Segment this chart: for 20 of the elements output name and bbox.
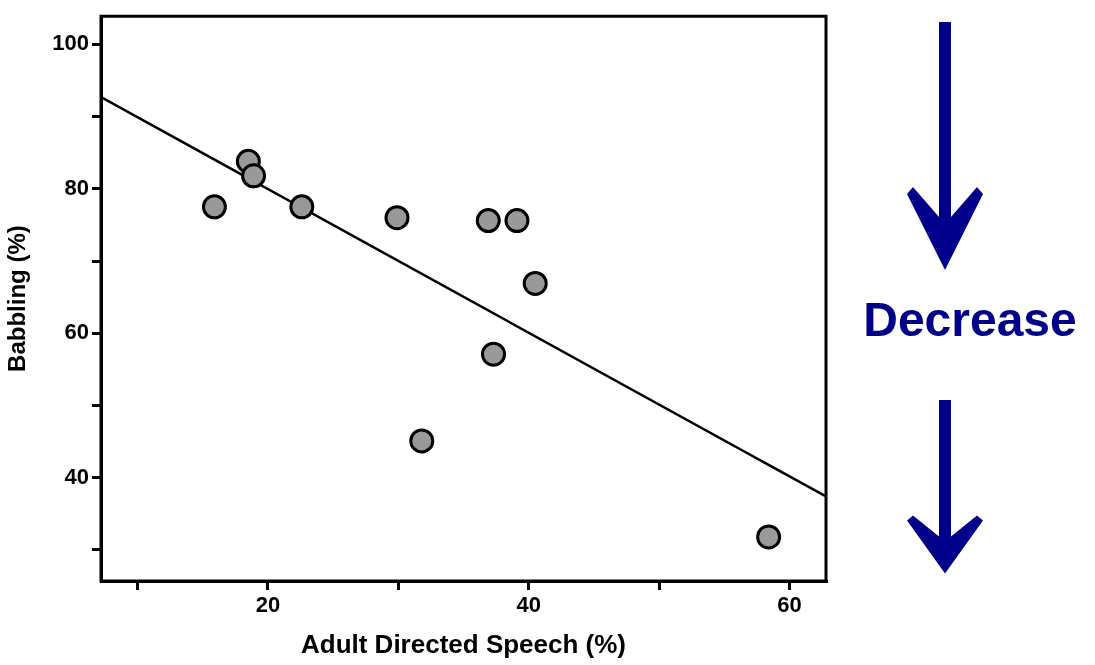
point bbox=[504, 208, 530, 234]
text: Decrease bbox=[862, 292, 1078, 347]
x-axis-title: Adult Directed Speech (%) bbox=[300, 628, 627, 659]
point bbox=[522, 270, 548, 296]
point bbox=[475, 208, 501, 234]
y-axis-title: Babbling (%) bbox=[3, 225, 31, 372]
x-tick-label: 20 bbox=[255, 592, 281, 618]
point bbox=[289, 194, 315, 220]
y-tick-label: 40 bbox=[64, 463, 89, 489]
point bbox=[384, 205, 410, 231]
y-tick-label: 60 bbox=[64, 319, 89, 345]
point bbox=[409, 428, 435, 454]
point bbox=[241, 163, 267, 189]
point bbox=[756, 524, 782, 550]
point bbox=[480, 341, 506, 367]
x-tick-label: 40 bbox=[516, 592, 541, 618]
x-tick-label: 60 bbox=[777, 592, 802, 618]
y-tick-label: 80 bbox=[64, 174, 89, 200]
y-tick-label: 100 bbox=[52, 30, 89, 56]
point bbox=[201, 194, 227, 220]
